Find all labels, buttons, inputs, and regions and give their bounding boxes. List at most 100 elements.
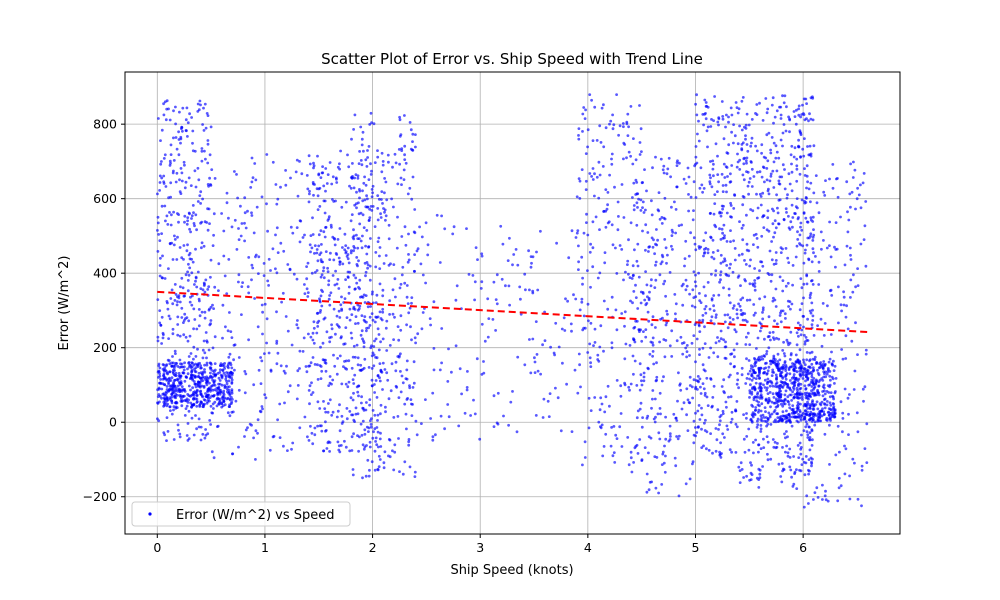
scatter-point: [371, 205, 375, 208]
scatter-point: [826, 304, 829, 308]
scatter-point: [225, 191, 229, 195]
scatter-point: [651, 397, 654, 401]
scatter-point: [511, 390, 514, 393]
scatter-point: [346, 385, 350, 389]
scatter-point: [379, 403, 383, 407]
scatter-point: [710, 298, 714, 302]
scatter-point: [365, 165, 369, 168]
scatter-point: [651, 166, 654, 170]
scatter-point: [228, 311, 231, 314]
scatter-point: [766, 335, 770, 339]
scatter-point: [315, 331, 319, 335]
scatter-point: [378, 379, 382, 383]
scatter-point: [192, 391, 195, 394]
scatter-point: [348, 270, 352, 274]
scatter-point: [366, 263, 370, 267]
scatter-point: [391, 165, 394, 169]
scatter-point: [501, 242, 505, 246]
scatter-point: [703, 342, 707, 345]
scatter-point: [431, 391, 435, 395]
scatter-point: [694, 145, 698, 148]
scatter-point: [694, 426, 697, 429]
scatter-point: [197, 371, 201, 375]
scatter-point: [174, 293, 178, 296]
scatter-point: [172, 169, 175, 173]
scatter-point: [715, 438, 719, 442]
scatter-point: [809, 152, 813, 156]
scatter-point: [733, 328, 737, 331]
scatter-point: [833, 382, 836, 385]
scatter-point: [431, 435, 435, 439]
scatter-point: [176, 315, 180, 319]
scatter-point: [318, 424, 322, 428]
scatter-point: [329, 251, 332, 255]
scatter-point: [803, 333, 806, 337]
scatter-point: [804, 396, 808, 400]
scatter-point: [788, 447, 792, 451]
scatter-point: [675, 339, 679, 343]
scatter-point: [375, 356, 379, 360]
scatter-point: [371, 436, 375, 440]
scatter-point: [324, 429, 328, 432]
scatter-point: [694, 273, 697, 277]
scatter-point: [817, 260, 821, 264]
scatter-point: [632, 181, 636, 185]
scatter-point: [668, 438, 672, 441]
scatter-point: [787, 305, 790, 308]
scatter-point: [579, 385, 582, 389]
scatter-point: [552, 351, 556, 355]
scatter-point: [785, 196, 789, 200]
scatter-point: [709, 432, 712, 435]
scatter-point: [700, 183, 704, 187]
x-axis-label: Ship Speed (knots): [450, 563, 573, 578]
scatter-point: [786, 454, 790, 458]
scatter-point: [580, 255, 584, 259]
scatter-point: [755, 216, 759, 220]
scatter-point: [261, 310, 264, 314]
scatter-point: [785, 105, 788, 109]
scatter-point: [756, 276, 759, 280]
scatter-point: [581, 276, 584, 280]
scatter-point: [802, 373, 805, 377]
scatter-point: [296, 326, 300, 330]
scatter-point: [403, 153, 406, 157]
scatter-point: [164, 364, 168, 368]
scatter-point: [159, 256, 162, 260]
scatter-point: [748, 177, 752, 180]
scatter-point: [776, 412, 779, 416]
scatter-point: [667, 156, 671, 160]
scatter-point: [227, 375, 231, 379]
scatter-point: [480, 373, 484, 376]
scatter-point: [330, 323, 333, 327]
scatter-point: [354, 406, 358, 410]
scatter-point: [252, 231, 256, 235]
scatter-point: [799, 115, 802, 119]
scatter-point: [243, 211, 247, 215]
scatter-point: [849, 205, 852, 209]
scatter-point: [859, 206, 863, 210]
scatter-point: [714, 449, 718, 453]
scatter-point: [760, 395, 764, 399]
scatter-point: [416, 332, 420, 336]
scatter-point: [754, 409, 757, 412]
scatter-point: [226, 365, 230, 368]
scatter-point: [825, 372, 829, 376]
scatter-point: [642, 211, 646, 214]
scatter-point: [321, 341, 325, 345]
scatter-point: [719, 278, 722, 282]
scatter-point: [806, 369, 810, 372]
scatter-point: [222, 254, 226, 258]
scatter-point: [376, 413, 380, 417]
scatter-point: [814, 382, 818, 386]
scatter-point: [190, 365, 194, 369]
scatter-point: [665, 309, 669, 313]
scatter-point: [645, 302, 649, 305]
scatter-point: [193, 382, 197, 386]
scatter-point: [578, 308, 582, 312]
scatter-point: [185, 222, 189, 226]
scatter-point: [692, 441, 696, 445]
scatter-point: [803, 137, 806, 141]
scatter-point: [348, 318, 352, 322]
scatter-point: [747, 249, 751, 253]
scatter-point: [237, 273, 241, 277]
